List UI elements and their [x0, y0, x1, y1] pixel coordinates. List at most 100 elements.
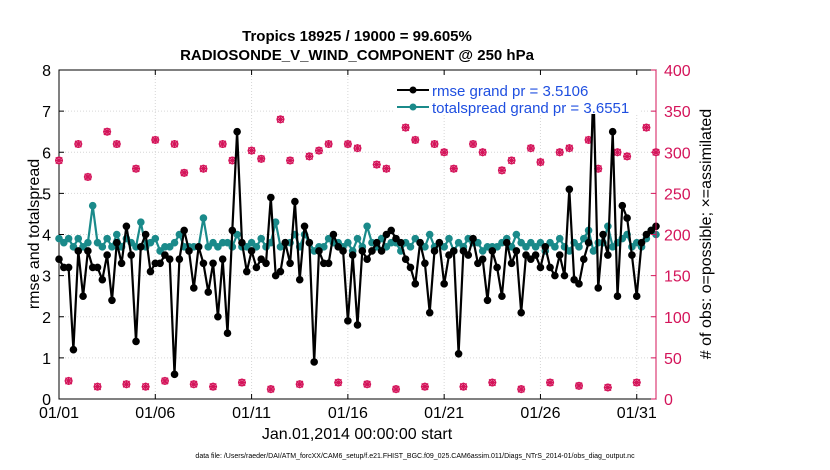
obs-assimilated-marker: [93, 382, 102, 391]
rmse-data-point: [257, 255, 266, 263]
spread-data-point: [108, 243, 116, 251]
rmse-data-point: [262, 259, 270, 268]
obs-assimilated-marker: [170, 140, 179, 149]
legend-spread-label: totalspread grand pr = 3.6551: [432, 100, 629, 117]
obs-assimilated-marker: [411, 135, 420, 144]
spread-data-point: [589, 247, 598, 255]
obs-assimilated-marker: [497, 166, 506, 175]
obs-assimilated-marker: [74, 140, 83, 149]
obs-assimilated-marker: [237, 378, 246, 387]
rmse-data-point: [478, 255, 487, 263]
spread-data-point: [579, 234, 588, 243]
x-tick-label: 01/31: [617, 405, 657, 422]
spread-data-point: [103, 234, 111, 243]
rmse-data-point: [79, 292, 87, 300]
obs-assimilated-marker: [276, 115, 285, 124]
obs-assimilated-marker: [392, 385, 401, 394]
chart-title-line1: Tropics 18925 / 19000 = 99.605%: [242, 28, 472, 45]
spread-data-point: [98, 243, 107, 251]
obs-assimilated-marker: [286, 156, 295, 165]
rmse-data-point: [608, 127, 617, 136]
rmse-data-point: [527, 255, 535, 263]
spread-data-point: [151, 234, 160, 243]
spread-data-point: [363, 222, 371, 231]
rmse-data-point: [137, 243, 145, 251]
rmse-data-point: [180, 226, 188, 235]
rmse-data-point: [628, 251, 636, 259]
rmse-data-point: [623, 214, 631, 222]
obs-assimilated-marker: [430, 140, 439, 149]
spread-data-point: [88, 201, 97, 210]
rmse-data-point: [233, 127, 241, 136]
y-right-tick-label: 200: [664, 228, 691, 245]
obs-assimilated-marker: [112, 140, 121, 149]
rmse-data-point: [401, 255, 410, 263]
obs-assimilated-marker: [594, 164, 603, 173]
obs-assimilated-marker: [209, 382, 218, 391]
spread-data-point: [247, 238, 256, 247]
rmse-data-point: [570, 275, 578, 284]
series-layer: [55, 82, 660, 379]
rmse-data-point: [377, 247, 386, 255]
rmse-data-point: [281, 238, 290, 247]
rmse-data-point: [358, 247, 367, 255]
spread-data-point: [512, 230, 521, 239]
spread-data-point: [353, 234, 362, 243]
y-right-tick-label: 300: [664, 145, 691, 162]
obs-assimilated-marker: [382, 164, 391, 173]
rmse-data-point: [146, 267, 155, 276]
rmse-data-point: [175, 255, 184, 263]
obs-assimilated-marker: [141, 382, 150, 391]
rmse-data-point: [531, 251, 540, 259]
rmse-data-point: [300, 222, 309, 231]
y-right-tick-label: 150: [664, 269, 691, 286]
spread-data-point: [425, 230, 434, 239]
spread-data-point: [531, 243, 540, 251]
obs-assimilated-marker: [189, 380, 198, 389]
rmse-data-point: [93, 263, 102, 272]
rmse-data-point: [103, 251, 111, 259]
rmse-data-point: [565, 185, 574, 194]
obs-assimilated-marker: [372, 160, 381, 169]
rmse-data-point: [310, 358, 318, 366]
rmse-data-point: [647, 226, 655, 235]
rmse-data-point: [190, 284, 198, 292]
spread-data-point: [527, 238, 535, 247]
obs-assimilated-marker: [440, 148, 449, 157]
spread-data-point: [112, 230, 121, 239]
x-axis-label: Jan.01,2014 00:00:00 start: [262, 426, 453, 443]
rmse-data-point: [575, 280, 583, 288]
rmse-data-point: [555, 251, 564, 259]
obs-assimilated-marker: [459, 382, 468, 391]
obs-assimilated-marker: [334, 378, 343, 387]
rmse-data-point: [387, 226, 396, 235]
rmse-data-point: [584, 238, 593, 247]
spread-data-point: [546, 238, 554, 247]
obs-assimilated-marker: [536, 158, 545, 167]
spread-data-point: [214, 243, 222, 251]
spread-data-point: [199, 214, 208, 222]
obs-assimilated-marker: [469, 140, 478, 149]
spread-data-point: [84, 238, 92, 247]
rmse-data-point: [276, 267, 285, 276]
rmse-data-point: [334, 243, 343, 251]
rmse-data-point: [604, 251, 612, 259]
obs-assimilated-marker: [478, 148, 487, 157]
rmse-data-point: [382, 230, 391, 239]
spread-data-point: [319, 243, 328, 251]
y-right-tick-label: 100: [664, 310, 691, 327]
y-left-tick-label: 1: [42, 351, 51, 368]
y-axis-label-right: # of obs: o=possible; ×=assimilated: [698, 109, 715, 359]
obs-assimilated-marker: [132, 164, 141, 173]
rmse-data-point: [459, 247, 468, 255]
obs-assimilated-marker: [266, 385, 275, 394]
rmse-data-point: [464, 251, 473, 259]
y-left-tick-label: 5: [42, 186, 51, 203]
rmse-data-point: [238, 238, 246, 247]
x-tick-label: 01/06: [135, 405, 175, 422]
obs-assimilated-marker: [420, 382, 429, 391]
spread-data-point: [445, 234, 453, 243]
rmse-data-point: [541, 243, 550, 251]
rmse-data-point: [411, 280, 420, 288]
rmse-data-point: [536, 263, 545, 272]
